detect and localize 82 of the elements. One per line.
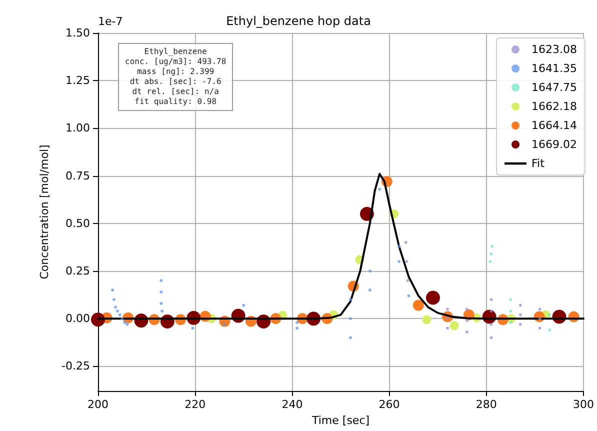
point (490, 252, 493, 256)
point (118, 313, 122, 316)
point (114, 306, 117, 309)
point (490, 322, 493, 326)
point (538, 326, 542, 330)
point (398, 260, 401, 264)
point (398, 244, 401, 248)
point (490, 310, 493, 313)
point (446, 317, 450, 320)
y-tick-label: 0.25 (66, 264, 90, 278)
point (518, 313, 522, 316)
point (548, 328, 552, 332)
point (368, 270, 372, 273)
x-tick-label: 260 (378, 398, 400, 411)
x-tick-label: 200 (88, 398, 108, 411)
point (509, 298, 512, 302)
point (509, 310, 512, 313)
x-axis-title: Time [sec] (310, 414, 370, 427)
x-tick-label: 220 (184, 398, 206, 411)
legend-label: 1662.18 (532, 100, 578, 113)
point (348, 317, 352, 320)
point (465, 308, 468, 311)
point (422, 315, 432, 324)
point (548, 313, 552, 316)
y-tick-label: -0.25 (62, 360, 90, 373)
chart-title: Ethyl_benzene hop data (226, 14, 371, 28)
y-tick-label: 0.00 (66, 312, 90, 326)
point (296, 320, 299, 324)
point (126, 322, 129, 326)
point (407, 294, 410, 298)
y-tick-label: 0.50 (66, 216, 90, 230)
point (538, 308, 542, 311)
point (160, 279, 163, 282)
point (406, 279, 410, 282)
point (368, 288, 372, 292)
point (465, 330, 468, 334)
point (116, 310, 119, 313)
point (446, 308, 450, 311)
point (222, 322, 226, 326)
point (348, 336, 352, 340)
legend-label: 1664.14 (532, 119, 578, 132)
legend-label: 1623.08 (532, 43, 578, 56)
x-tick-label: 240 (282, 398, 303, 411)
point (160, 302, 163, 305)
y-tick-label: 1.50 (66, 26, 90, 40)
y-axis-title: Concentration [mol/mol] (38, 144, 51, 280)
point (191, 326, 194, 330)
annotation: Ethyl_benzene conc. [ug/m3]: 493.78 mass [ng]: 2.399 dt abs. [sec]: -7.6 dt rel. [sec]: n/a fit quality: 0.98 (118, 43, 234, 111)
point (446, 326, 450, 330)
point (465, 319, 468, 322)
point (490, 298, 493, 302)
y-tick-label: 1.00 (66, 122, 90, 135)
point (112, 298, 116, 302)
point (111, 288, 114, 292)
point (518, 304, 522, 307)
point (348, 298, 352, 302)
point (160, 290, 163, 294)
point (518, 322, 522, 326)
point (160, 310, 164, 313)
point (405, 260, 408, 264)
point (488, 260, 492, 264)
y-tick-label: 1.25 (66, 74, 90, 88)
point (538, 317, 542, 320)
text: 1e-7 (98, 15, 123, 28)
point (490, 244, 494, 248)
legend-label: 1647.75 (532, 81, 578, 94)
point (426, 290, 440, 305)
legend-label: 1641.35 (532, 62, 578, 75)
x-tick-label: 280 (476, 398, 497, 411)
point (242, 304, 246, 307)
y-tick-label: 0.75 (66, 169, 90, 182)
point (296, 326, 299, 330)
legend-label: Fit (532, 157, 546, 170)
point (378, 188, 382, 191)
point (123, 320, 126, 324)
point (450, 321, 459, 330)
legend-label: 1669.02 (532, 138, 578, 151)
point (404, 240, 408, 244)
point (120, 317, 124, 320)
point (412, 300, 424, 311)
point (509, 320, 512, 324)
x-tick-label: 300 (573, 398, 594, 411)
